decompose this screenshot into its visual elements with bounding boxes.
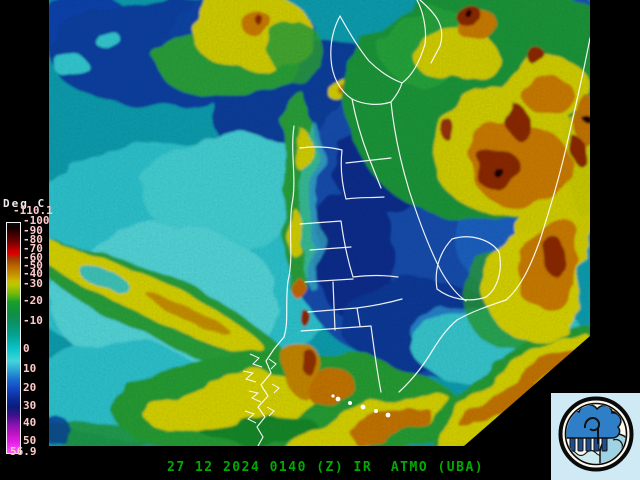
tick-label: -20 (23, 294, 43, 307)
province-line (299, 146, 385, 200)
tick-label: -10 (23, 314, 43, 327)
tick-label: -50 (23, 259, 43, 272)
chile-argentina-border (283, 125, 295, 338)
logo-inner-ring (564, 402, 628, 466)
colorbar-title: Deg C (3, 197, 47, 210)
province-line (304, 278, 354, 283)
parana-river (390, 101, 467, 302)
tick-label: -60 (23, 251, 43, 264)
tick-label: -40 (23, 267, 43, 280)
timestamp-caption: 27 12 2024 0140 (Z) IR ATMO (UBA) (167, 460, 485, 475)
tick-label: -70 (23, 242, 43, 255)
tick-label: -80 (23, 233, 43, 246)
tick-label: -100 (23, 214, 50, 227)
paraguay-river-south (351, 98, 382, 189)
tick-label: 20 (23, 381, 37, 394)
tick-label: 10 (23, 362, 37, 375)
buenos-aires-coast (398, 299, 507, 393)
province-line (345, 157, 392, 164)
province-line (332, 281, 336, 331)
tick-label: 0 (23, 342, 30, 355)
brazil-coastline (505, 37, 590, 301)
atmo-uba-logo (551, 393, 640, 480)
tick-label: 50 (23, 434, 37, 447)
tick-label: -90 (23, 224, 43, 237)
colorbar-gradient-bar (6, 222, 21, 454)
province-line (356, 307, 361, 327)
uruguay-border (435, 236, 501, 301)
tick-label: -110.1 (13, 204, 53, 217)
tick-label: -30 (23, 277, 43, 290)
country-borders (256, 0, 590, 446)
tick-label: 40 (23, 416, 37, 429)
province-line (300, 325, 382, 393)
brazil-inner-border (419, 0, 443, 64)
patagonia-coast (256, 336, 285, 446)
tick-label: 56.9 (10, 445, 37, 458)
white-cloud-specks (331, 394, 391, 418)
chilean-fjords-coastline (242, 353, 280, 424)
province-line (299, 220, 399, 278)
tick-label: 30 (23, 399, 37, 412)
province-line (309, 246, 352, 251)
logo-cloud-hook (583, 417, 601, 432)
